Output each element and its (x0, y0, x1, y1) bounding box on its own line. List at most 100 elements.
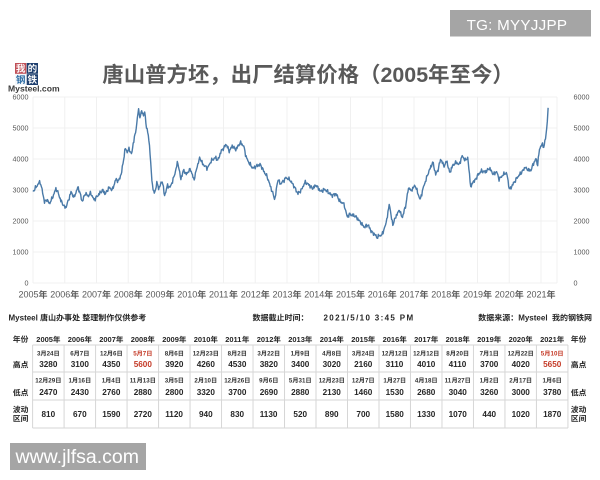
svg-text:24: 24 (362, 350, 369, 357)
svg-text:3: 3 (352, 350, 356, 357)
svg-text:12: 12 (319, 377, 326, 384)
svg-text:1020: 1020 (512, 410, 531, 419)
svg-text:2016: 2016 (383, 335, 400, 344)
svg-text:4010: 4010 (417, 360, 436, 369)
svg-text:2020: 2020 (509, 335, 526, 344)
svg-text:3000: 3000 (13, 186, 29, 195)
svg-text:1070: 1070 (449, 410, 468, 419)
svg-text:2010: 2010 (194, 335, 211, 344)
svg-text:www.jlfsa.com: www.jlfsa.com (15, 446, 140, 468)
svg-text:26: 26 (237, 377, 244, 384)
svg-text:9: 9 (259, 377, 263, 384)
svg-text:520: 520 (293, 410, 307, 419)
svg-text:2017: 2017 (400, 290, 420, 300)
svg-text:3260: 3260 (480, 388, 499, 397)
svg-text:1590: 1590 (102, 410, 121, 419)
svg-text:Mysteel: Mysteel (518, 314, 547, 323)
svg-text:3700: 3700 (228, 388, 247, 397)
svg-text:17: 17 (519, 377, 526, 384)
svg-text:6000: 6000 (574, 93, 590, 102)
svg-text:0: 0 (574, 279, 578, 288)
svg-text:810: 810 (42, 410, 56, 419)
svg-text:940: 940 (199, 410, 213, 419)
svg-text:4260: 4260 (197, 360, 216, 369)
svg-text:6000: 6000 (13, 93, 29, 102)
svg-text:Mysteel.com: Mysteel.com (8, 84, 60, 94)
svg-text:2013: 2013 (273, 290, 293, 300)
svg-text:2018: 2018 (446, 335, 463, 344)
svg-text:12: 12 (508, 350, 515, 357)
svg-text:5600: 5600 (134, 360, 153, 369)
svg-text:3920: 3920 (165, 360, 184, 369)
svg-text:2007: 2007 (99, 335, 116, 344)
svg-text:3000: 3000 (512, 388, 531, 397)
svg-text:2011: 2011 (225, 335, 241, 344)
svg-text:2021/5/10 3:45 PM: 2021/5/10 3:45 PM (324, 314, 415, 323)
svg-text:2019: 2019 (463, 290, 483, 300)
svg-text:2760: 2760 (102, 388, 121, 397)
svg-text:3020: 3020 (323, 360, 342, 369)
svg-text:12: 12 (382, 350, 389, 357)
svg-text:4020: 4020 (512, 360, 531, 369)
svg-text:1: 1 (102, 377, 106, 384)
svg-text:2010: 2010 (177, 290, 197, 300)
svg-text:2680: 2680 (417, 388, 436, 397)
svg-text:4530: 4530 (228, 360, 247, 369)
svg-text:1330: 1330 (417, 410, 436, 419)
svg-text:670: 670 (73, 410, 87, 419)
svg-text:11: 11 (445, 377, 452, 384)
svg-text:700: 700 (356, 410, 370, 419)
svg-text:5000: 5000 (13, 124, 29, 133)
svg-text:6: 6 (174, 350, 178, 357)
svg-text:2011: 2011 (209, 290, 228, 300)
svg-text:2021: 2021 (540, 335, 557, 344)
svg-text:3820: 3820 (260, 360, 279, 369)
svg-text:1: 1 (489, 350, 493, 357)
svg-text:6: 6 (269, 377, 273, 384)
svg-text:3: 3 (165, 377, 169, 384)
svg-text:1460: 1460 (354, 388, 373, 397)
svg-text:23: 23 (332, 377, 339, 384)
svg-text:4: 4 (415, 377, 419, 384)
svg-text:2006: 2006 (50, 290, 70, 300)
svg-text:2007: 2007 (82, 290, 102, 300)
svg-text:1: 1 (383, 377, 387, 384)
svg-text:4: 4 (111, 377, 115, 384)
svg-text:7: 7 (365, 377, 369, 384)
svg-text:12: 12 (35, 377, 42, 384)
svg-text:3400: 3400 (291, 360, 310, 369)
svg-text:TG: MYYJJPP: TG: MYYJJPP (467, 17, 568, 34)
svg-text:6: 6 (70, 350, 74, 357)
svg-text:4: 4 (322, 350, 326, 357)
svg-text:2018: 2018 (431, 290, 451, 300)
svg-text:3: 3 (37, 350, 41, 357)
svg-text:3320: 3320 (197, 388, 216, 397)
svg-text:7: 7 (143, 350, 147, 357)
svg-text:4350: 4350 (102, 360, 121, 369)
svg-text:2690: 2690 (260, 388, 279, 397)
svg-text:5650: 5650 (543, 360, 562, 369)
svg-text:2012: 2012 (241, 290, 261, 300)
svg-text:27: 27 (393, 377, 400, 384)
svg-text:2017: 2017 (414, 335, 431, 344)
svg-text:3100: 3100 (71, 360, 90, 369)
svg-text:2720: 2720 (134, 410, 153, 419)
svg-text:1120: 1120 (165, 410, 183, 419)
svg-text:2014: 2014 (304, 290, 324, 300)
svg-text:12: 12 (426, 350, 433, 357)
svg-text:20: 20 (456, 350, 463, 357)
svg-text:1: 1 (69, 377, 73, 384)
svg-text:2430: 2430 (71, 388, 90, 397)
svg-text:2000: 2000 (13, 217, 29, 226)
svg-text:22: 22 (521, 350, 528, 357)
svg-text:2015: 2015 (351, 335, 368, 344)
svg-text:29: 29 (48, 377, 55, 384)
svg-text:0: 0 (25, 279, 29, 288)
svg-text:2: 2 (237, 350, 241, 357)
svg-text:3780: 3780 (543, 388, 562, 397)
svg-text:5000: 5000 (574, 124, 590, 133)
svg-text:12: 12 (193, 350, 200, 357)
svg-text:11: 11 (130, 377, 137, 384)
svg-text:6: 6 (552, 377, 556, 384)
svg-text:12: 12 (413, 350, 420, 357)
